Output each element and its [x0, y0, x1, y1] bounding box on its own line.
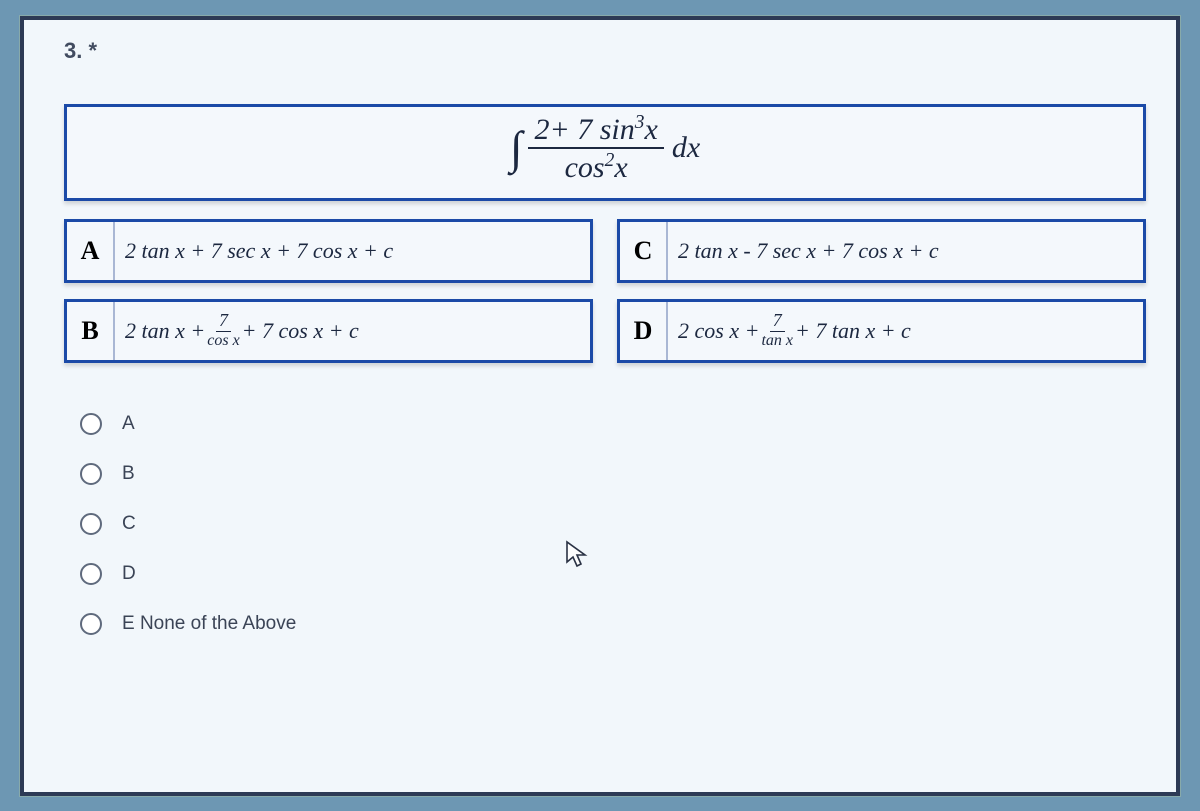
- choice-A-expression: 2 tan x + 7 sec x + 7 cos x + c: [125, 238, 393, 264]
- differential: dx: [672, 131, 700, 165]
- choice-B-expression: 2 tan x + 7 cos x + 7 cos x + c: [125, 311, 359, 350]
- choice-D: D 2 cos x + 7 tan x + 7 tan x + c: [617, 299, 1146, 363]
- radio-label: B: [122, 463, 135, 485]
- choice-D-after: + 7 tan x + c: [795, 318, 911, 344]
- num-fn: sin: [600, 113, 635, 146]
- num-plus: + 7: [549, 113, 599, 146]
- choice-letter: A: [67, 222, 115, 280]
- choice-D-before: 2 cos x +: [678, 318, 759, 344]
- radio-circle-icon[interactable]: [80, 563, 102, 585]
- question-number: 3. *: [64, 38, 1146, 64]
- frac-num: 7: [770, 311, 785, 332]
- den-exp: 2: [605, 150, 615, 171]
- radio-group: A B C D E None of the Above: [80, 413, 1146, 635]
- radio-label: E None of the Above: [122, 613, 296, 635]
- choice-B: B 2 tan x + 7 cos x + 7 cos x + c: [64, 299, 593, 363]
- answer-grid: A 2 tan x + 7 sec x + 7 cos x + c C 2 ta…: [64, 219, 1146, 363]
- radio-circle-icon[interactable]: [80, 613, 102, 635]
- integral-expression-box: ∫ 2+ 7 sin3x cos2x dx: [64, 104, 1146, 201]
- radio-circle-icon[interactable]: [80, 513, 102, 535]
- num-var: x: [644, 113, 657, 146]
- choice-B-fraction: 7 cos x: [207, 311, 239, 350]
- choice-C-expression: 2 tan x - 7 sec x + 7 cos x + c: [678, 238, 939, 264]
- radio-label: C: [122, 513, 136, 535]
- radio-option-C[interactable]: C: [80, 513, 1146, 535]
- den-fn: cos: [565, 151, 605, 184]
- choice-letter: D: [620, 302, 668, 360]
- integral-expression: ∫ 2+ 7 sin3x cos2x dx: [510, 113, 700, 184]
- radio-label: A: [122, 413, 135, 435]
- integrand-fraction: 2+ 7 sin3x cos2x: [528, 113, 663, 184]
- radio-option-B[interactable]: B: [80, 463, 1146, 485]
- radio-option-E[interactable]: E None of the Above: [80, 613, 1146, 635]
- frac-num: 7: [216, 311, 231, 332]
- choice-D-fraction: 7 tan x: [761, 311, 793, 350]
- choice-A: A 2 tan x + 7 sec x + 7 cos x + c: [64, 219, 593, 283]
- choice-letter: B: [67, 302, 115, 360]
- num-const: 2: [534, 113, 549, 146]
- choice-letter: C: [620, 222, 668, 280]
- choice-C: C 2 tan x - 7 sec x + 7 cos x + c: [617, 219, 1146, 283]
- choice-B-after: + 7 cos x + c: [242, 318, 359, 344]
- choice-D-expression: 2 cos x + 7 tan x + 7 tan x + c: [678, 311, 911, 350]
- frac-den: tan x: [761, 332, 793, 350]
- radio-label: D: [122, 563, 136, 585]
- radio-option-D[interactable]: D: [80, 563, 1146, 585]
- integral-symbol: ∫: [510, 125, 523, 171]
- den-var: x: [614, 151, 627, 184]
- choice-B-before: 2 tan x +: [125, 318, 205, 344]
- frac-den: cos x: [207, 332, 239, 350]
- radio-circle-icon[interactable]: [80, 413, 102, 435]
- question-card: 3. * ∫ 2+ 7 sin3x cos2x dx A 2 tan x + 7…: [20, 16, 1180, 796]
- radio-circle-icon[interactable]: [80, 463, 102, 485]
- radio-option-A[interactable]: A: [80, 413, 1146, 435]
